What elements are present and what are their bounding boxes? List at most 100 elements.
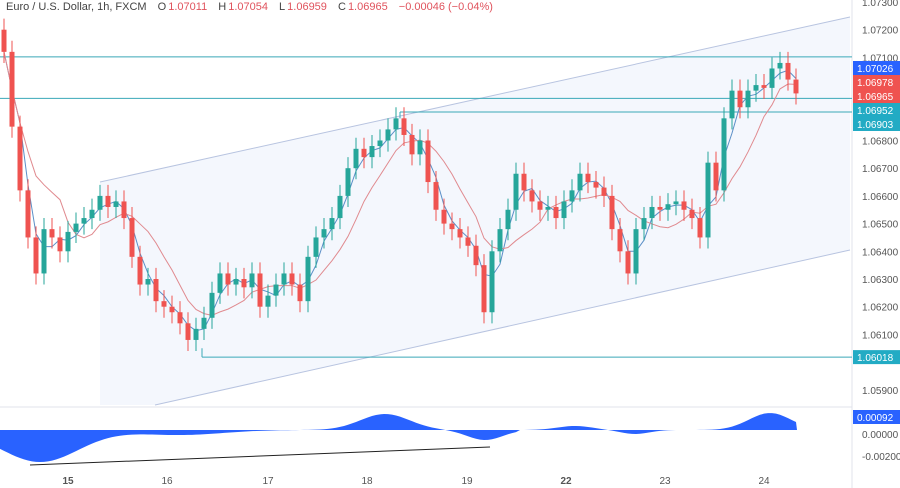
candle-body bbox=[473, 245, 479, 266]
candle bbox=[113, 190, 119, 219]
candle bbox=[17, 115, 23, 202]
price-tick-label: 1.06200 bbox=[862, 303, 899, 314]
date-tick-label: 22 bbox=[560, 476, 572, 487]
price-tag bbox=[853, 89, 900, 103]
price-tag bbox=[853, 61, 900, 75]
candle-body bbox=[57, 237, 63, 252]
candle bbox=[641, 206, 647, 241]
candle bbox=[649, 195, 655, 230]
price-tick-label: 1.06800 bbox=[862, 137, 899, 148]
candle bbox=[409, 123, 415, 166]
candle-body bbox=[153, 279, 159, 302]
price-tick-label: 1.06300 bbox=[862, 275, 899, 286]
candle bbox=[433, 170, 439, 221]
candle-body bbox=[129, 218, 135, 257]
candle-body bbox=[409, 134, 415, 155]
candle bbox=[465, 226, 471, 257]
candle-body bbox=[553, 206, 559, 219]
candle-body bbox=[697, 218, 703, 238]
candle bbox=[169, 295, 175, 324]
candle-body bbox=[769, 68, 775, 88]
candle bbox=[9, 40, 15, 138]
candle bbox=[97, 184, 103, 221]
symbol-title: Euro / U.S. Dollar, 1h, FXCM bbox=[6, 1, 147, 13]
candle-body bbox=[737, 90, 743, 108]
price-tag-label: 1.06952 bbox=[857, 106, 894, 117]
candle-body bbox=[305, 256, 311, 302]
candle-body bbox=[321, 229, 327, 238]
candle bbox=[689, 198, 695, 230]
candle-body bbox=[713, 162, 719, 191]
candle-body bbox=[537, 201, 543, 210]
price-tag-label: 1.07026 bbox=[857, 64, 894, 75]
candle-body bbox=[65, 231, 71, 252]
candle-body bbox=[625, 251, 631, 274]
candle bbox=[665, 193, 671, 221]
close-value: 1.06965 bbox=[347, 1, 388, 13]
candle bbox=[401, 107, 407, 147]
candle bbox=[721, 107, 727, 202]
candle-body bbox=[593, 182, 599, 188]
candle-body bbox=[217, 273, 223, 293]
osc-tick-label: -0.00200 bbox=[862, 452, 900, 463]
candle bbox=[73, 212, 79, 243]
candle bbox=[313, 226, 319, 268]
candle bbox=[513, 162, 519, 221]
price-tick-label: 1.06700 bbox=[862, 164, 899, 175]
candle bbox=[385, 118, 391, 152]
candle bbox=[57, 226, 63, 263]
candle bbox=[777, 51, 783, 80]
candle bbox=[545, 195, 551, 221]
candle-body bbox=[673, 201, 679, 205]
candle-body bbox=[313, 237, 319, 257]
candle-body bbox=[233, 279, 239, 285]
candle bbox=[185, 312, 191, 352]
candle-body bbox=[601, 187, 607, 196]
oscillator-trend-line bbox=[29, 446, 491, 466]
candle bbox=[729, 79, 735, 130]
candle bbox=[257, 262, 263, 318]
price-tag-label: 1.06903 bbox=[857, 120, 894, 131]
candle bbox=[585, 162, 591, 194]
price-tag-label: 1.06978 bbox=[857, 78, 894, 89]
candle bbox=[705, 151, 711, 249]
candle-body bbox=[121, 201, 127, 219]
candle bbox=[737, 79, 743, 119]
candle-body bbox=[209, 292, 215, 318]
candle-body bbox=[33, 237, 39, 274]
candle-body bbox=[177, 312, 183, 324]
candle bbox=[41, 218, 47, 285]
price-tick-label: 1.06400 bbox=[862, 247, 899, 258]
date-tick-label: 16 bbox=[161, 476, 173, 487]
candle bbox=[209, 281, 215, 329]
candle bbox=[633, 218, 639, 285]
candle bbox=[617, 218, 623, 263]
candle bbox=[761, 74, 767, 99]
candle bbox=[337, 184, 343, 230]
price-tick-label: 1.07200 bbox=[862, 26, 899, 37]
candle-body bbox=[721, 118, 727, 191]
candle-body bbox=[433, 182, 439, 210]
candle-body bbox=[193, 328, 199, 340]
candle bbox=[753, 74, 759, 102]
candle bbox=[129, 206, 135, 268]
candle bbox=[81, 206, 87, 235]
candle-body bbox=[161, 301, 167, 307]
candle bbox=[201, 306, 207, 340]
candle-body bbox=[225, 273, 231, 285]
candle bbox=[569, 179, 575, 213]
candle-body bbox=[793, 79, 799, 94]
candle bbox=[217, 262, 223, 304]
date-tick-label: 23 bbox=[659, 476, 671, 487]
oscillator-area bbox=[0, 413, 797, 463]
candle bbox=[713, 151, 719, 202]
candle-body bbox=[481, 265, 487, 313]
candle bbox=[297, 273, 303, 313]
slow-ma-line bbox=[3, 51, 797, 316]
candle-body bbox=[785, 62, 791, 80]
candle-body bbox=[641, 218, 647, 230]
candle-body bbox=[545, 206, 551, 210]
change-value: −0.00046 (−0.04%) bbox=[398, 1, 493, 13]
